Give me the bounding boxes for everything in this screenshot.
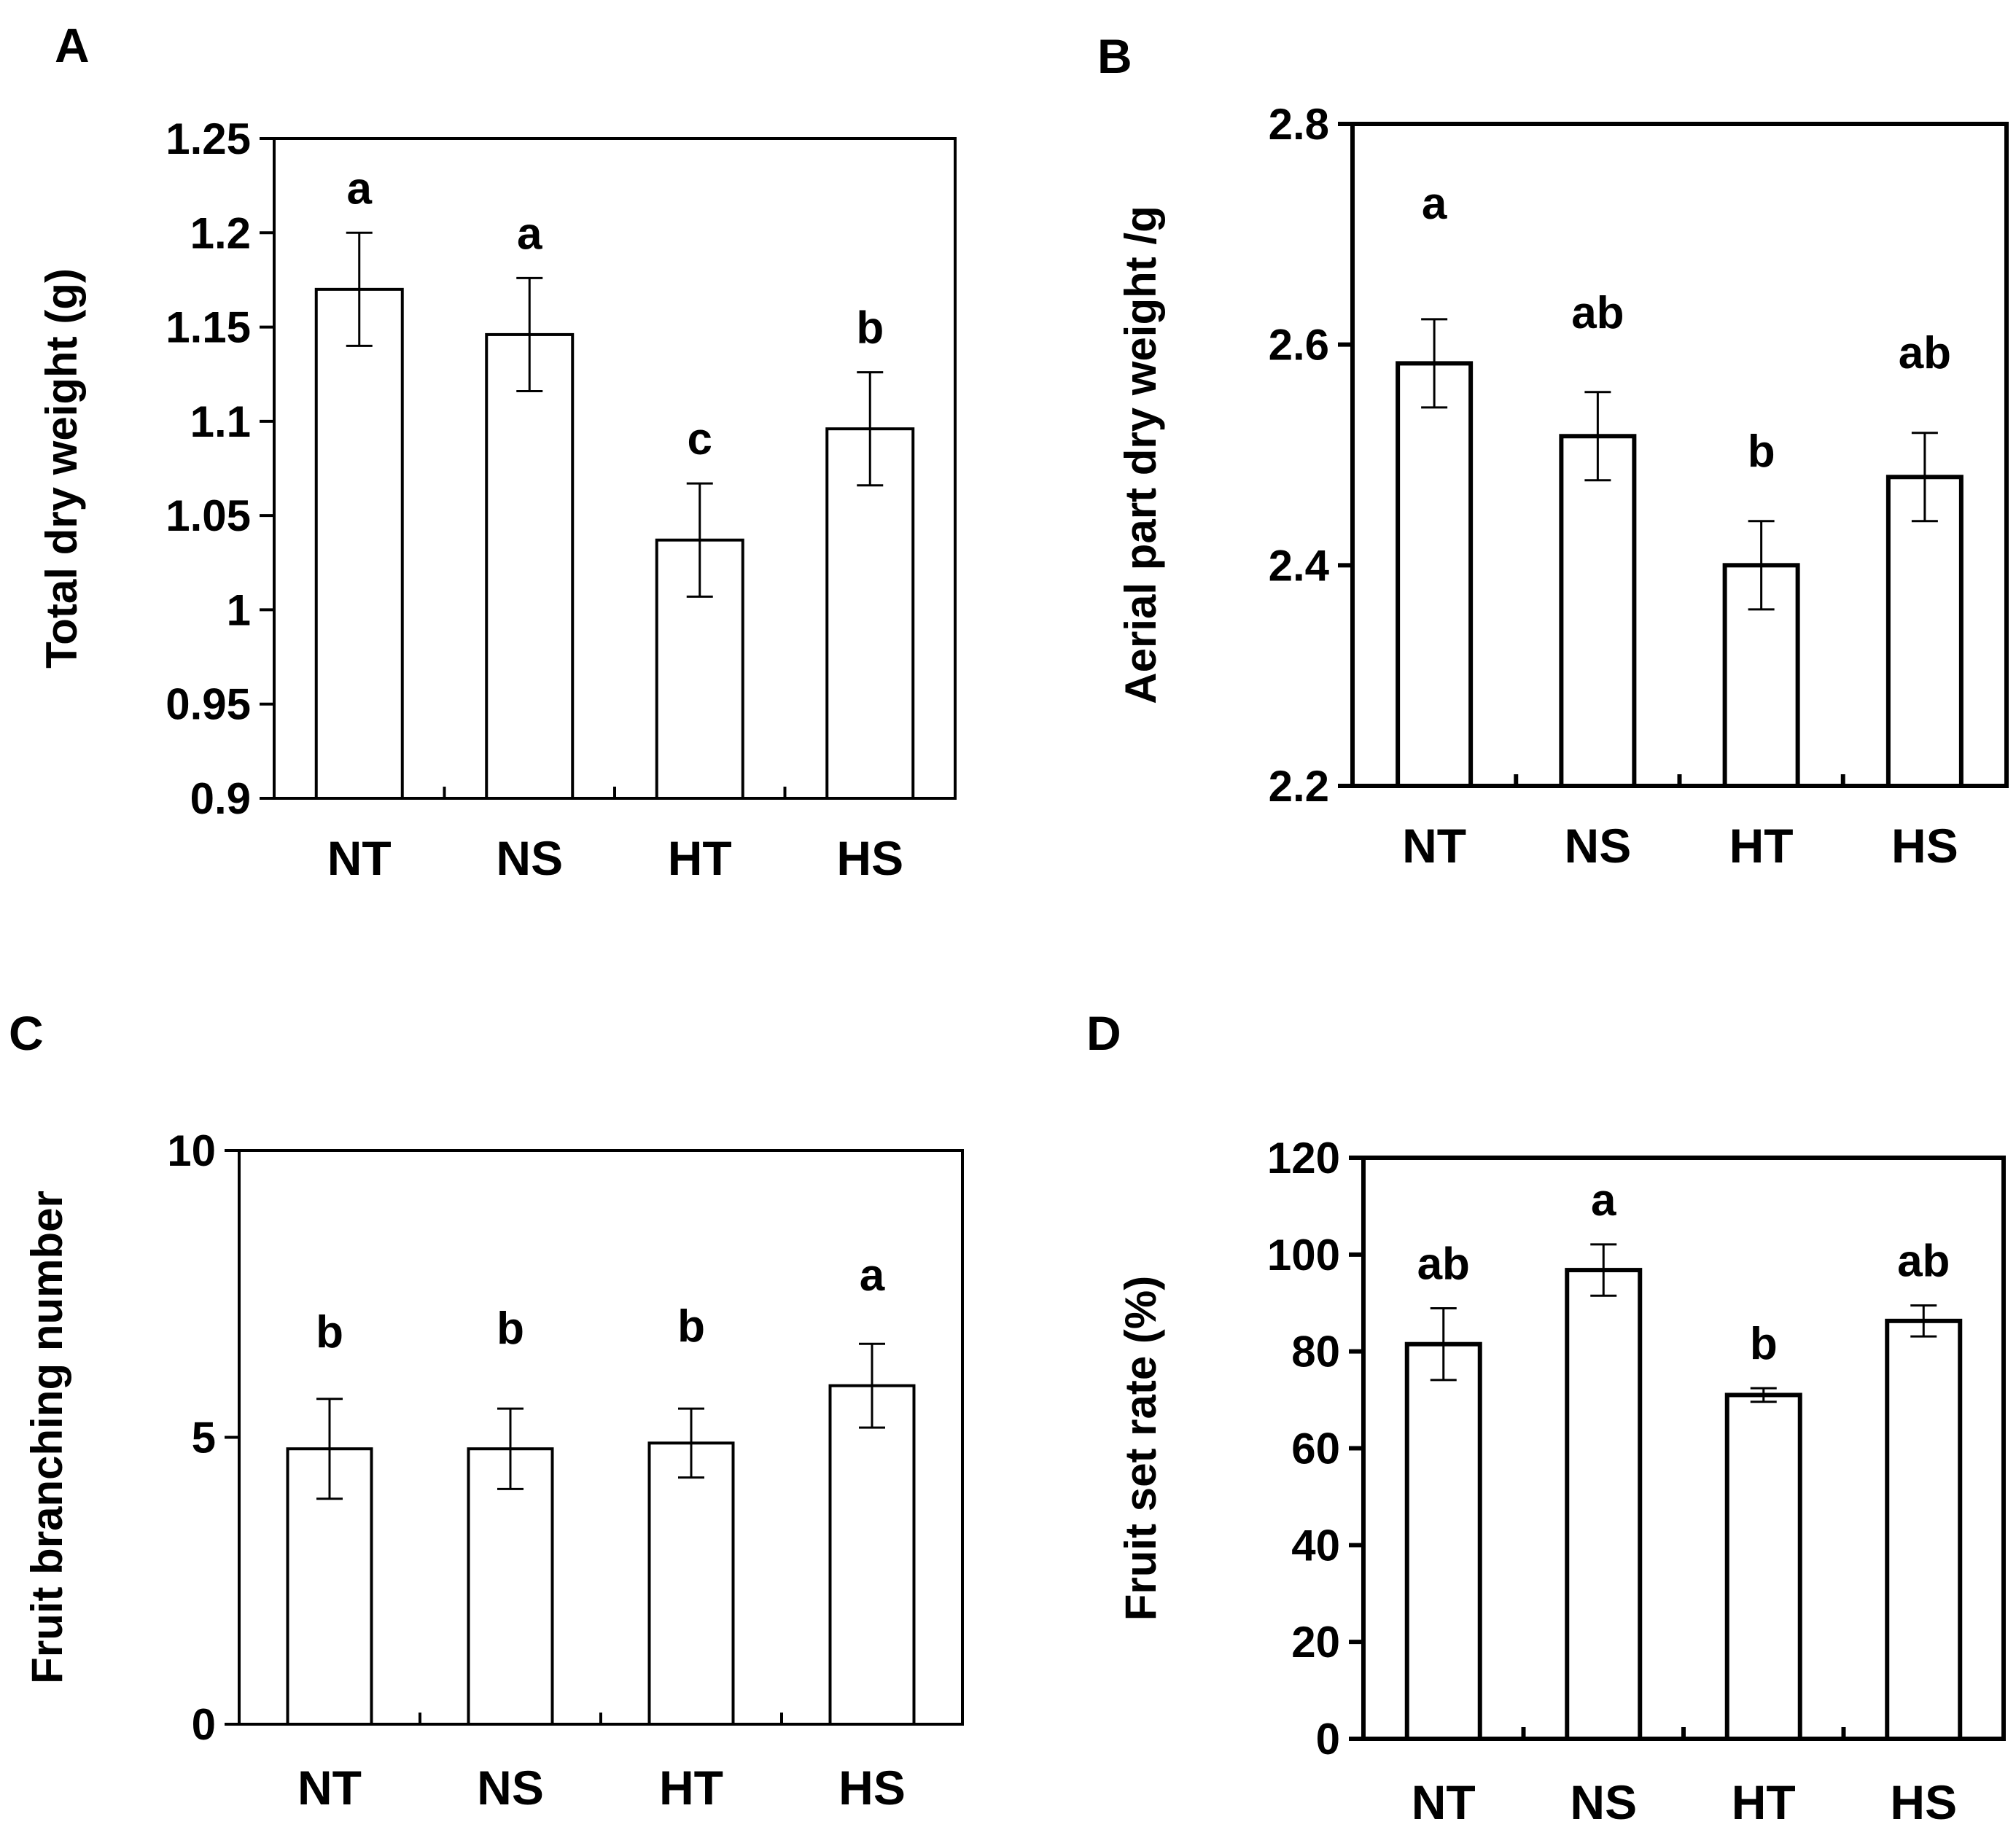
- y-tick-label: 100: [1267, 1231, 1340, 1279]
- category-label: NT: [327, 831, 392, 885]
- y-tick-label: 2.6: [1269, 321, 1329, 370]
- significance-label: a: [1422, 179, 1447, 229]
- category-label: HS: [1890, 1775, 1957, 1827]
- y-tick-label: 10: [167, 1126, 216, 1175]
- y-tick-label: 0: [1316, 1715, 1340, 1764]
- category-label: HT: [659, 1761, 723, 1815]
- category-label: NS: [1565, 819, 1632, 873]
- panel-d: D 0 20 40 60 80 100 120 Fruit set rate (%) ab NT a N…: [1086, 1006, 2006, 1827]
- significance-label: b: [1748, 426, 1775, 477]
- y-tick-label: 1: [227, 585, 251, 634]
- category-label: HT: [1732, 1775, 1796, 1827]
- category-label: HS: [836, 831, 903, 885]
- y-tick-label: 80: [1291, 1328, 1340, 1376]
- bar: [1885, 475, 1964, 788]
- significance-label: ab: [1571, 288, 1624, 338]
- bar: [467, 1447, 554, 1726]
- y-tick-label: 60: [1291, 1425, 1340, 1473]
- panel-c: C 0 5 10 Fruit branching number b NT b NS b HT a HS: [9, 1006, 964, 1815]
- significance-label: ab: [1899, 328, 1951, 378]
- significance-label: b: [677, 1301, 705, 1352]
- y-tick-label: 1.05: [166, 491, 251, 540]
- bar: [828, 1384, 916, 1726]
- y-tick-label: 1.15: [166, 303, 251, 352]
- bar: [1885, 1318, 1963, 1742]
- significance-label: b: [1750, 1319, 1778, 1369]
- panel-letter: A: [55, 18, 90, 72]
- significance-label: a: [517, 209, 542, 259]
- y-tick-label: 0.95: [166, 680, 251, 729]
- panel-letter: D: [1086, 1006, 1121, 1060]
- y-tick-label: 1.2: [190, 209, 251, 257]
- y-tick-label: 2.4: [1269, 541, 1330, 590]
- significance-label: b: [856, 303, 884, 354]
- category-label: HS: [1891, 819, 1958, 873]
- category-label: HS: [838, 1761, 906, 1815]
- significance-label: a: [1591, 1175, 1616, 1226]
- category-label: HT: [1729, 819, 1794, 873]
- y-tick-label: 2.8: [1269, 100, 1329, 149]
- significance-label: ab: [1417, 1239, 1470, 1290]
- bar: [1724, 1392, 1802, 1741]
- significance-label: c: [688, 414, 712, 464]
- category-label: NS: [496, 831, 563, 885]
- bar: [825, 427, 915, 800]
- significance-label: ab: [1897, 1236, 1950, 1287]
- y-axis-label: Total dry weight (g): [37, 268, 86, 669]
- category-label: HT: [668, 831, 732, 885]
- bar: [1404, 1341, 1482, 1742]
- category-label: NT: [1412, 1775, 1476, 1827]
- bar: [1396, 361, 1474, 789]
- bar: [1559, 434, 1637, 788]
- y-axis-label: Aerial part dry weight /g: [1116, 206, 1165, 704]
- panel-a: A 0.9 0.95 1 1.05 1.1 1.15 1.2 1.25 Total dry wei…: [37, 18, 957, 885]
- category-label: NS: [1570, 1775, 1637, 1827]
- y-tick-label: 1.25: [166, 114, 251, 163]
- y-axis-label: Fruit set rate (%): [1116, 1276, 1165, 1621]
- y-tick-label: 0.9: [190, 774, 251, 823]
- significance-label: b: [497, 1304, 524, 1354]
- bar: [485, 332, 575, 800]
- category-label: NS: [477, 1761, 544, 1815]
- y-tick-label: 2.2: [1269, 762, 1329, 811]
- significance-label: b: [316, 1307, 343, 1357]
- y-axis-label: Fruit branching number: [23, 1191, 71, 1684]
- panel-letter: C: [9, 1006, 44, 1060]
- bar: [1565, 1268, 1643, 1741]
- category-label: NT: [297, 1761, 362, 1815]
- y-tick-label: 120: [1267, 1134, 1340, 1183]
- bar: [314, 287, 404, 800]
- y-tick-label: 0: [192, 1700, 216, 1749]
- panel-letter: B: [1097, 29, 1132, 83]
- y-tick-label: 5: [192, 1414, 216, 1462]
- y-tick-label: 20: [1291, 1618, 1340, 1667]
- significance-label: a: [347, 163, 373, 214]
- bar: [647, 1441, 735, 1726]
- y-tick-label: 1.1: [190, 397, 251, 446]
- y-tick-label: 40: [1291, 1521, 1340, 1570]
- significance-label: a: [860, 1250, 885, 1301]
- category-label: NT: [1402, 819, 1466, 873]
- panel-b: B 2.2 2.4 2.6 2.8 Aerial part dry weight /g a N…: [1097, 29, 2009, 873]
